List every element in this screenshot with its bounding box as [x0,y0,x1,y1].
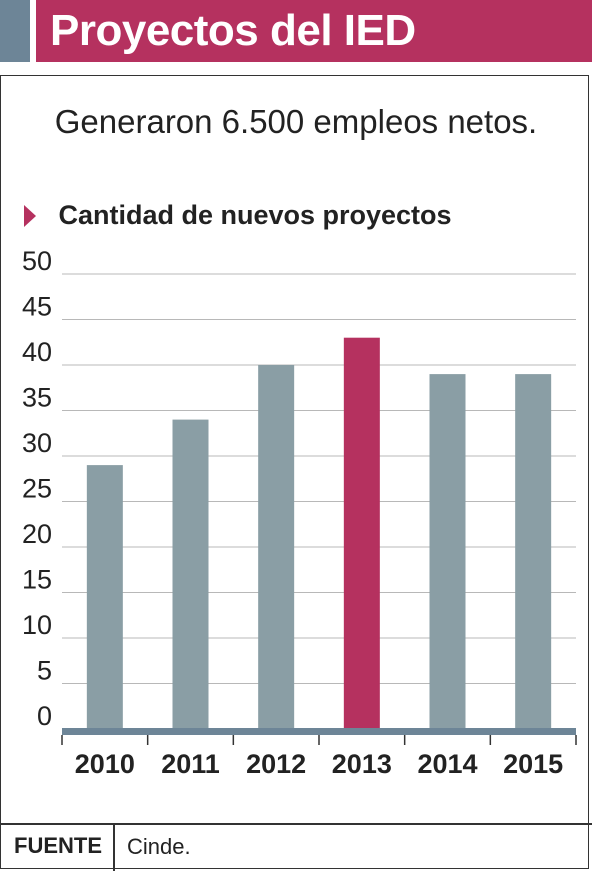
x-tick-label: 2014 [417,749,477,779]
source-label: FUENTE [14,833,102,858]
y-tick-label: 5 [37,656,52,686]
bar [429,374,466,729]
bar [515,374,552,729]
bar [258,365,295,729]
header-accent-block [0,0,30,62]
header: Proyectos del IED [0,0,592,62]
x-axis-baseline [62,728,576,735]
y-tick-label: 40 [22,337,52,367]
bar-chart: 0 5 10 15 20 25 30 35 40 45 50 2010 2011 2012 2013 2014… [22,246,577,779]
source-text: Cinde. [127,834,191,859]
bar [343,337,380,729]
y-tick-label: 10 [22,610,52,640]
y-tick-label: 0 [37,701,52,731]
header-bar [36,0,592,62]
x-tick-label: 2015 [503,749,563,779]
bar [86,465,123,729]
y-tick-label: 15 [22,565,52,595]
y-tick-label: 20 [22,519,52,549]
x-tick-label: 2013 [332,749,392,779]
x-tick-label: 2010 [75,749,135,779]
source-divider [113,824,115,871]
x-tick-label: 2011 [161,749,220,779]
y-tick-label: 45 [22,292,52,322]
triangle-marker-icon [24,204,36,227]
x-tick-label: 2012 [246,749,306,779]
chart-heading: Cantidad de nuevos proyectos [24,200,452,234]
page-title: Proyectos del IED [50,6,416,55]
y-tick-label: 35 [22,383,52,413]
bar [172,419,209,729]
y-tick-label: 30 [22,428,52,458]
chart-panel [0,75,589,869]
chart-title: Cantidad de nuevos proyectos [58,200,452,230]
y-tick-label: 25 [22,474,52,504]
footer-divider [0,823,592,825]
subtitle: Generaron 6.500 empleos netos. [54,103,538,140]
y-tick-label: 50 [22,246,52,276]
